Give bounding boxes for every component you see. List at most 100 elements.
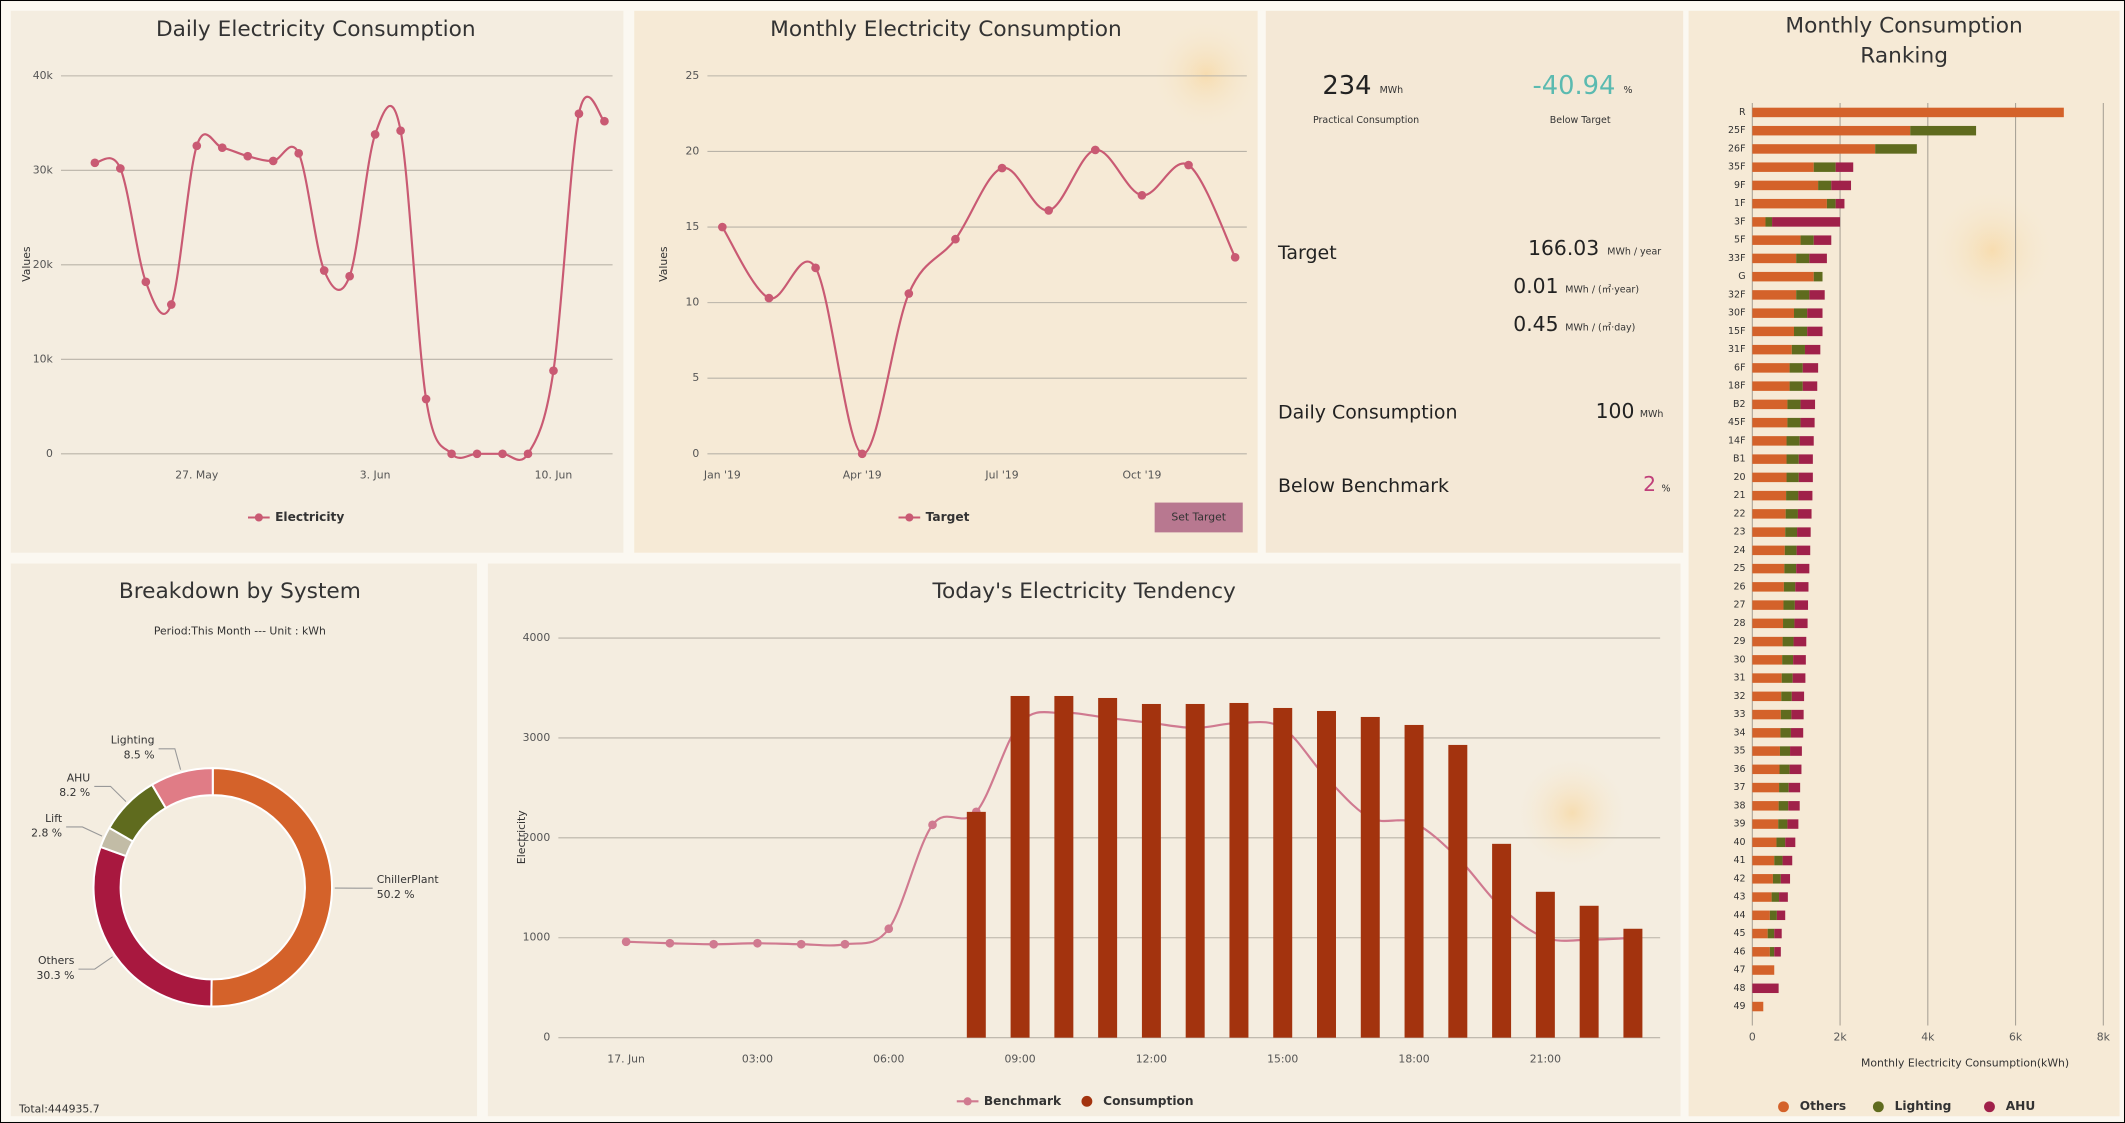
x-tick-label: 03:00 bbox=[742, 1052, 773, 1065]
y-tick-label: 34 bbox=[1733, 727, 1745, 738]
y-tick-label: 42 bbox=[1733, 873, 1745, 884]
y-tick-label: 3F bbox=[1734, 216, 1745, 227]
legend-marker bbox=[1081, 1095, 1093, 1107]
bar-segment bbox=[1752, 691, 1782, 702]
slice-value: 50.2 % bbox=[377, 888, 415, 901]
bar-segment bbox=[1785, 837, 1796, 848]
x-tick-label: 06:00 bbox=[873, 1052, 904, 1065]
bar-segment bbox=[1797, 527, 1811, 537]
bar-segment bbox=[1800, 399, 1816, 410]
legend-marker bbox=[1984, 1101, 1995, 1113]
bar-segment bbox=[1790, 746, 1802, 756]
bar-segment bbox=[1794, 618, 1808, 629]
bar-segment bbox=[1783, 582, 1796, 592]
bar-segment bbox=[1779, 764, 1790, 775]
bar-segment bbox=[1791, 691, 1805, 702]
bar-segment bbox=[1786, 490, 1799, 501]
legend-label: Target bbox=[926, 510, 970, 524]
point bbox=[141, 277, 151, 287]
bar-segment bbox=[1782, 855, 1793, 866]
bar-segment bbox=[1807, 308, 1823, 318]
panel bbox=[10, 563, 478, 1117]
bar-segment bbox=[1783, 600, 1795, 610]
bar bbox=[1054, 695, 1074, 1038]
y-tick-label: 48 bbox=[1733, 983, 1745, 994]
y-tick-label: 31 bbox=[1733, 673, 1745, 684]
kpi-value: 0.45 bbox=[1513, 312, 1558, 336]
bar bbox=[1404, 724, 1424, 1038]
point bbox=[764, 293, 774, 303]
slice-label: Others bbox=[38, 954, 75, 967]
bar-segment bbox=[1785, 527, 1798, 537]
y-tick-label: 24 bbox=[1733, 545, 1745, 556]
y-tick-label: 21 bbox=[1733, 490, 1745, 501]
bar-segment bbox=[1826, 198, 1836, 209]
kpi-unit: % bbox=[1662, 484, 1671, 495]
bar-segment bbox=[1752, 545, 1785, 556]
y-tick-label: 6F bbox=[1734, 362, 1745, 373]
decoration bbox=[1517, 758, 1627, 867]
bar-segment bbox=[1809, 290, 1825, 300]
y-tick-label: 28 bbox=[1733, 618, 1745, 629]
kpi-unit: % bbox=[1624, 85, 1633, 96]
bar-segment bbox=[1752, 728, 1781, 738]
bar-segment bbox=[1752, 1001, 1764, 1012]
point bbox=[884, 924, 894, 934]
bar-segment bbox=[1752, 454, 1787, 464]
y-tick-label: 25 bbox=[686, 69, 700, 82]
set-target-button[interactable] bbox=[1154, 502, 1243, 533]
bar-segment bbox=[1835, 162, 1854, 172]
x-tick-label: Jan '19 bbox=[703, 468, 741, 481]
bar-segment bbox=[1800, 417, 1815, 428]
bar-segment bbox=[1793, 636, 1807, 647]
point bbox=[1090, 145, 1100, 155]
point bbox=[665, 938, 675, 948]
legend-label: AHU bbox=[2006, 1099, 2036, 1113]
x-tick-label: Apr '19 bbox=[843, 468, 882, 481]
bar-segment bbox=[1752, 125, 1911, 136]
y-tick-label: 31F bbox=[1728, 344, 1746, 355]
bar-segment bbox=[1776, 837, 1786, 848]
y-tick-label: 45F bbox=[1728, 417, 1746, 428]
bar-segment bbox=[1782, 655, 1794, 665]
bar-segment bbox=[1779, 892, 1788, 902]
kpi-unit: MWh / (㎡·day) bbox=[1565, 322, 1635, 333]
kpi-panel: 234 MWh Practical Consumption -40.94 % B… bbox=[1277, 71, 1671, 497]
x-axis-label: Monthly Electricity Consumption(kWh) bbox=[1861, 1056, 2069, 1069]
kpi-label: Daily Consumption bbox=[1278, 402, 1458, 424]
point bbox=[243, 151, 253, 161]
y-tick-label: 25F bbox=[1728, 125, 1746, 136]
bar-segment bbox=[1752, 399, 1788, 410]
bar bbox=[1579, 905, 1599, 1038]
bar-segment bbox=[1752, 655, 1783, 665]
bar-segment bbox=[1786, 472, 1799, 483]
bar-segment bbox=[1752, 855, 1775, 866]
bar-segment bbox=[1752, 162, 1814, 172]
leader-line bbox=[158, 748, 182, 770]
bar-segment bbox=[1771, 892, 1780, 902]
panel bbox=[634, 10, 1258, 553]
y-tick-label: 33F bbox=[1728, 253, 1746, 264]
bar-segment bbox=[1780, 874, 1791, 884]
point bbox=[345, 271, 354, 281]
y-tick-label: 5 bbox=[692, 371, 699, 384]
point bbox=[421, 394, 431, 404]
point bbox=[718, 222, 727, 232]
legend-label: Electricity bbox=[275, 510, 344, 524]
bar bbox=[1010, 695, 1030, 1038]
point bbox=[928, 820, 937, 830]
kpi-label: Below Benchmark bbox=[1278, 475, 1449, 497]
bar-segment bbox=[1772, 874, 1781, 884]
bar-segment bbox=[1752, 436, 1787, 446]
x-tick-label: 17. Jun bbox=[607, 1052, 645, 1065]
kpi-value: 2 bbox=[1643, 472, 1656, 496]
bar-segment bbox=[1778, 819, 1788, 829]
set-target-label[interactable]: Set Target bbox=[1171, 510, 1226, 523]
slice-value: 8.5 % bbox=[124, 749, 155, 762]
panel bbox=[1265, 10, 1684, 553]
y-tick-label: 2000 bbox=[523, 831, 551, 844]
slice-value: 2.8 % bbox=[31, 827, 62, 840]
bar-segment bbox=[1786, 454, 1799, 464]
bar-segment bbox=[1818, 180, 1832, 191]
